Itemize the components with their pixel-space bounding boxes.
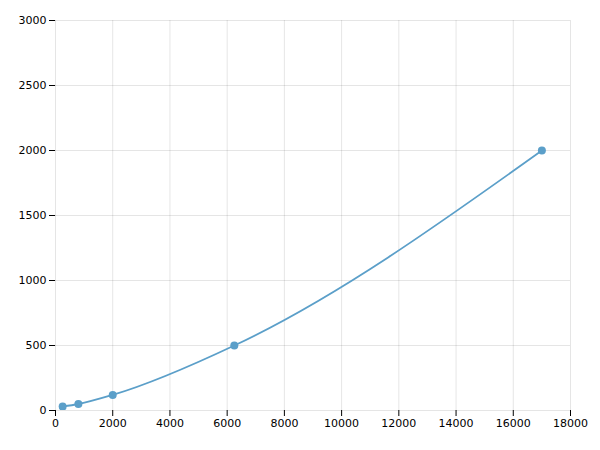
svg-text:2000: 2000 bbox=[19, 144, 47, 157]
svg-text:0: 0 bbox=[52, 417, 59, 430]
svg-text:500: 500 bbox=[26, 339, 47, 352]
svg-text:16000: 16000 bbox=[496, 417, 531, 430]
svg-text:10000: 10000 bbox=[324, 417, 359, 430]
svg-text:2500: 2500 bbox=[19, 79, 47, 92]
svg-text:3000: 3000 bbox=[19, 14, 47, 27]
svg-text:2000: 2000 bbox=[99, 417, 127, 430]
svg-text:18000: 18000 bbox=[553, 417, 588, 430]
svg-text:1000: 1000 bbox=[19, 274, 47, 287]
svg-text:8000: 8000 bbox=[270, 417, 298, 430]
svg-text:1500: 1500 bbox=[19, 209, 47, 222]
svg-text:6000: 6000 bbox=[213, 417, 241, 430]
svg-text:0: 0 bbox=[40, 404, 47, 417]
svg-text:4000: 4000 bbox=[156, 417, 184, 430]
svg-text:14000: 14000 bbox=[439, 417, 474, 430]
svg-text:12000: 12000 bbox=[381, 417, 416, 430]
